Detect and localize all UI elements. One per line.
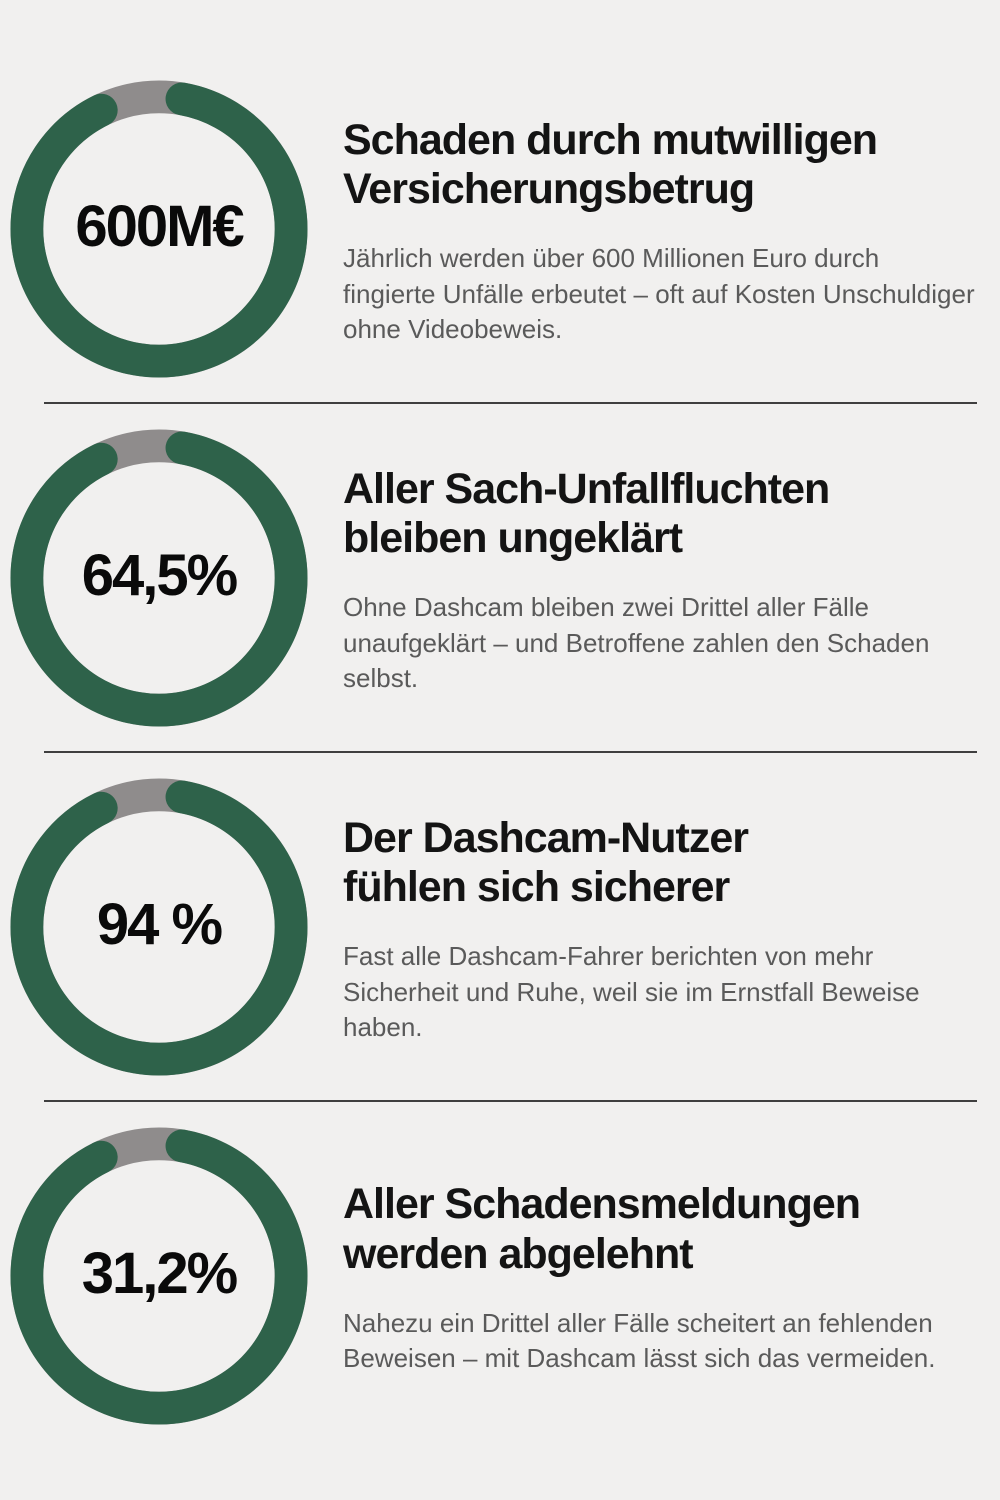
section-title-line-2: Versicherungsbetrug	[343, 165, 755, 214]
section-title-line-1: Der Dashcam-Nutzer	[343, 813, 749, 862]
donut-ring	[10, 1126, 308, 1425]
section-title-line-2: bleiben ungeklärt	[343, 514, 683, 563]
donut-chart: 31,2%	[10, 1126, 308, 1425]
section-divider	[44, 402, 977, 404]
section-title-line-1: Aller Schadensmeldungen	[343, 1180, 861, 1229]
stat-text-column: Aller Sach-Unfallfluchten bleiben ungekl…	[343, 465, 975, 697]
donut-ring	[10, 777, 308, 1076]
section-divider	[44, 751, 977, 753]
donut-chart: 600M€	[10, 79, 308, 378]
section-title: Aller Schadensmeldungen werden abgelehnt	[343, 1180, 975, 1280]
stat-text-column: Der Dashcam-Nutzer fühlen sich sicherer …	[343, 814, 975, 1046]
donut-arc	[10, 79, 308, 378]
stat-text-column: Aller Schadensmeldungen werden abgelehnt…	[343, 1180, 975, 1376]
section-title: Aller Sach-Unfallfluchten bleiben ungekl…	[343, 465, 975, 565]
section-title: Der Dashcam-Nutzer fühlen sich sicherer	[343, 814, 975, 914]
donut-ring	[10, 428, 308, 727]
stat-section-rejected: 31,2% Aller Schadensmeldungen werden abg…	[0, 1102, 1000, 1449]
section-divider	[44, 1100, 977, 1102]
stat-section-unsolved: 64,5% Aller Sach-Unfallfluchten bleiben …	[0, 404, 1000, 751]
section-title: Schaden durch mutwilligen Versicherungsb…	[343, 116, 975, 216]
donut-ring	[10, 79, 308, 378]
section-title-line-2: werden abgelehnt	[343, 1230, 694, 1279]
donut-arc	[10, 777, 308, 1076]
stat-section-safety: 94 % Der Dashcam-Nutzer fühlen sich sich…	[0, 753, 1000, 1100]
stat-section-fraud: 600M€ Schaden durch mutwilligen Versiche…	[0, 55, 1000, 402]
section-title-line-1: Aller Sach-Unfallfluchten	[343, 464, 830, 513]
section-description: Jährlich werden über 600 Millionen Euro …	[343, 243, 975, 345]
stat-value: 31,2%	[81, 1241, 238, 1306]
section-description: Fast alle Dashcam-Fahrer berichten von m…	[343, 941, 920, 1043]
donut-chart: 64,5%	[10, 428, 308, 727]
stat-text-column: Schaden durch mutwilligen Versicherungsb…	[343, 116, 975, 348]
donut-arc	[10, 1126, 308, 1425]
section-description: Nahezu ein Drittel aller Fälle scheitert…	[343, 1308, 936, 1374]
section-title-line-2: fühlen sich sicherer	[343, 863, 730, 912]
donut-arc	[10, 428, 308, 727]
stat-value: 94 %	[96, 892, 223, 957]
section-description: Ohne Dashcam bleiben zwei Drittel aller …	[343, 592, 930, 694]
stat-value: 600M€	[75, 194, 244, 259]
stat-value: 64,5%	[81, 543, 238, 608]
section-title-line-1: Schaden durch mutwilligen	[343, 115, 878, 164]
donut-chart: 94 %	[10, 777, 308, 1076]
